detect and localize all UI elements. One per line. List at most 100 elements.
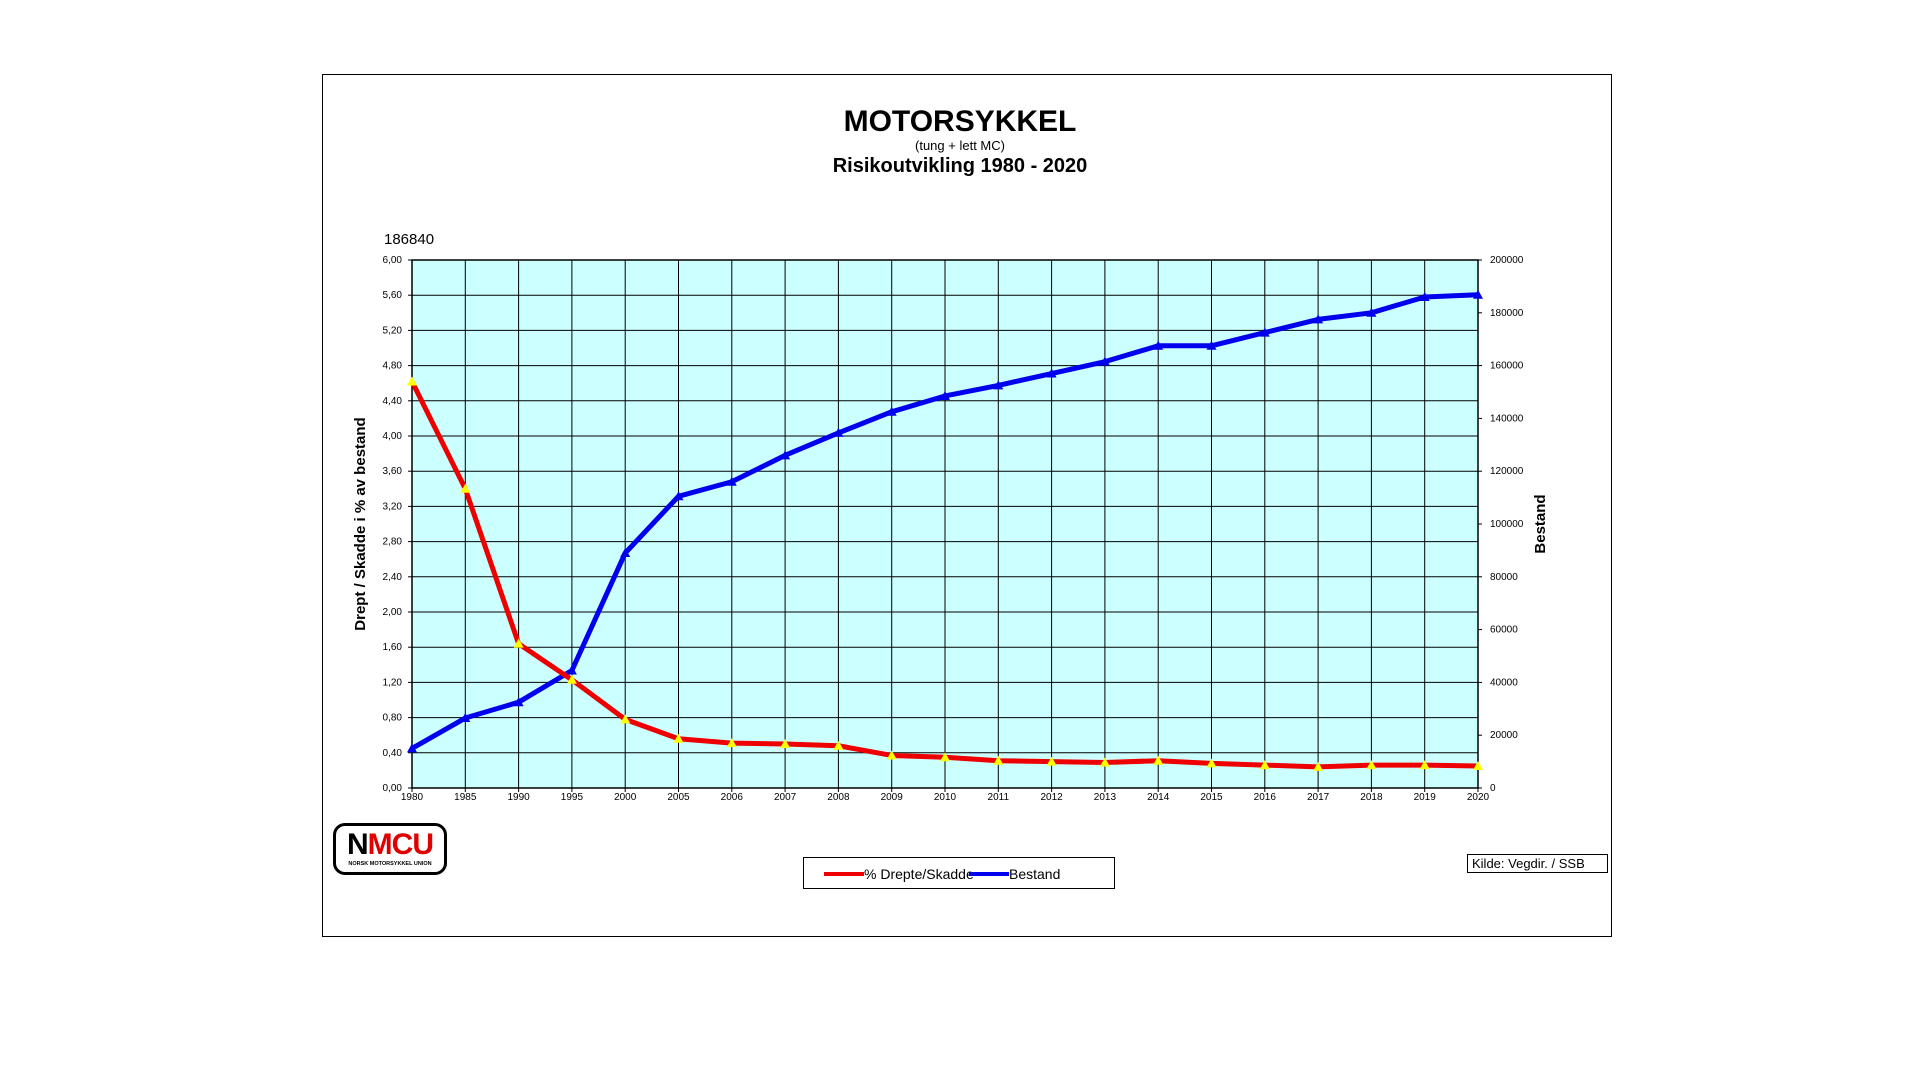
x-tick-label: 2019 xyxy=(1414,792,1437,803)
y-axis-left-label: Drept / Skadde i % av bestand xyxy=(352,417,369,630)
marker-drepte xyxy=(620,714,631,724)
y-right-tick-label: 200000 xyxy=(1490,255,1524,266)
y-right-tick-label: 0 xyxy=(1490,783,1496,794)
chart-subtitle: (tung + lett MC) xyxy=(915,138,1005,153)
marker-bestand xyxy=(1473,289,1483,299)
marker-bestand xyxy=(993,380,1004,390)
marker-bestand xyxy=(780,450,791,460)
marker-drepte xyxy=(886,750,897,760)
marker-bestand xyxy=(1153,340,1164,350)
chart-title: MOTORSYKKEL xyxy=(843,105,1077,138)
marker-drepte xyxy=(566,674,577,684)
marker-drepte xyxy=(780,739,791,748)
marker-drepte xyxy=(726,738,737,748)
y-right-tick-label: 140000 xyxy=(1490,413,1524,424)
marker-bestand xyxy=(1206,340,1217,350)
y-left-tick-label: 4,00 xyxy=(383,431,403,442)
y-left-tick-label: 1,60 xyxy=(383,642,403,653)
nmcu-logo: NMCU NORSK MOTORSYKKEL UNION xyxy=(333,823,447,875)
x-tick-label: 2007 xyxy=(774,792,797,803)
y-right-tick-label: 40000 xyxy=(1490,677,1518,688)
y-left-tick-label: 2,80 xyxy=(383,537,403,548)
x-tick-label: 2015 xyxy=(1200,792,1223,803)
marker-bestand xyxy=(1313,314,1324,324)
plot-border xyxy=(411,259,1479,789)
y-right-tick-label: 80000 xyxy=(1490,572,1518,583)
x-tick-label: 2012 xyxy=(1040,792,1063,803)
marker-drepte xyxy=(673,733,684,743)
y-left-tick-label: 5,60 xyxy=(383,290,403,301)
y-right-tick-label: 160000 xyxy=(1490,361,1524,372)
marker-drepte xyxy=(513,638,524,648)
marker-drepte xyxy=(1419,760,1430,770)
marker-drepte xyxy=(1259,760,1270,770)
y-right-tick-label: 100000 xyxy=(1490,519,1524,530)
y-left-tick-label: 2,00 xyxy=(383,607,403,618)
legend-line-drepte xyxy=(824,872,864,876)
marker-bestand xyxy=(833,427,844,437)
y-left-tick-label: 2,40 xyxy=(383,572,403,583)
x-tick-label: 2020 xyxy=(1467,792,1490,803)
x-tick-label: 1995 xyxy=(561,792,584,803)
y-right-tick-label: 60000 xyxy=(1490,625,1518,636)
marker-drepte xyxy=(993,755,1004,765)
x-tick-label: 2005 xyxy=(667,792,690,803)
x-tick-label: 2017 xyxy=(1307,792,1330,803)
legend-label-bestand: Bestand xyxy=(1009,866,1061,882)
x-tick-label: 2016 xyxy=(1254,792,1277,803)
marker-bestand xyxy=(886,406,897,416)
marker-drepte xyxy=(1046,756,1057,766)
x-tick-label: 1980 xyxy=(401,792,424,803)
marker-bestand xyxy=(1259,327,1270,337)
chart-subtitle-2: Risikoutvikling 1980 - 2020 xyxy=(832,155,1088,177)
y-right-tick-label: 180000 xyxy=(1490,308,1524,319)
x-tick-label: 2010 xyxy=(934,792,957,803)
marker-bestand xyxy=(940,390,950,400)
marker-drepte xyxy=(1473,761,1483,770)
chart-legend: % Drepte/Skadde Bestand xyxy=(803,857,1115,889)
y-left-tick-label: 6,00 xyxy=(383,255,403,266)
marker-bestand xyxy=(1366,307,1377,317)
marker-drepte xyxy=(1153,755,1164,765)
marker-drepte xyxy=(1366,760,1377,770)
y-left-tick-label: 4,40 xyxy=(383,396,403,407)
x-tick-label: 2014 xyxy=(1147,792,1170,803)
marker-bestand xyxy=(620,548,631,558)
x-tick-label: 2008 xyxy=(827,792,850,803)
y-left-tick-label: 0,40 xyxy=(383,748,403,759)
marker-bestand xyxy=(1419,291,1430,301)
marker-drepte xyxy=(1099,757,1110,767)
marker-bestand xyxy=(673,491,684,501)
x-tick-label: 1990 xyxy=(507,792,530,803)
x-tick-label: 2000 xyxy=(614,792,637,803)
marker-bestand xyxy=(726,476,737,486)
x-tick-label: 2013 xyxy=(1094,792,1117,803)
marker-drepte xyxy=(1313,761,1324,771)
x-tick-label: 2006 xyxy=(721,792,744,803)
marker-drepte xyxy=(460,483,471,493)
marker-bestand xyxy=(460,713,471,723)
y-right-tick-label: 20000 xyxy=(1490,730,1518,741)
marker-drepte xyxy=(1206,758,1217,768)
y-left-tick-label: 5,20 xyxy=(383,325,403,336)
marker-bestand xyxy=(566,665,577,675)
x-tick-label: 2009 xyxy=(881,792,904,803)
x-tick-label: 2018 xyxy=(1360,792,1383,803)
y-left-tick-label: 0,80 xyxy=(383,713,403,724)
marker-drepte xyxy=(833,740,844,750)
x-tick-label: 2011 xyxy=(988,792,1010,803)
marker-bestand xyxy=(1099,356,1110,366)
y-right-tick-label: 120000 xyxy=(1490,466,1524,477)
source-note: Kilde: Vegdir. / SSB xyxy=(1467,854,1608,873)
y-left-tick-label: 3,20 xyxy=(383,501,403,512)
legend-line-bestand xyxy=(969,872,1009,876)
value-annotation: 186840 xyxy=(384,231,434,248)
marker-drepte xyxy=(407,376,417,386)
x-tick-label: 1985 xyxy=(454,792,477,803)
marker-bestand xyxy=(513,697,524,707)
y-left-tick-label: 0,00 xyxy=(383,783,403,794)
marker-bestand xyxy=(407,743,417,753)
y-axis-right-label: Bestand xyxy=(1532,494,1549,553)
y-left-tick-label: 3,60 xyxy=(383,466,403,477)
